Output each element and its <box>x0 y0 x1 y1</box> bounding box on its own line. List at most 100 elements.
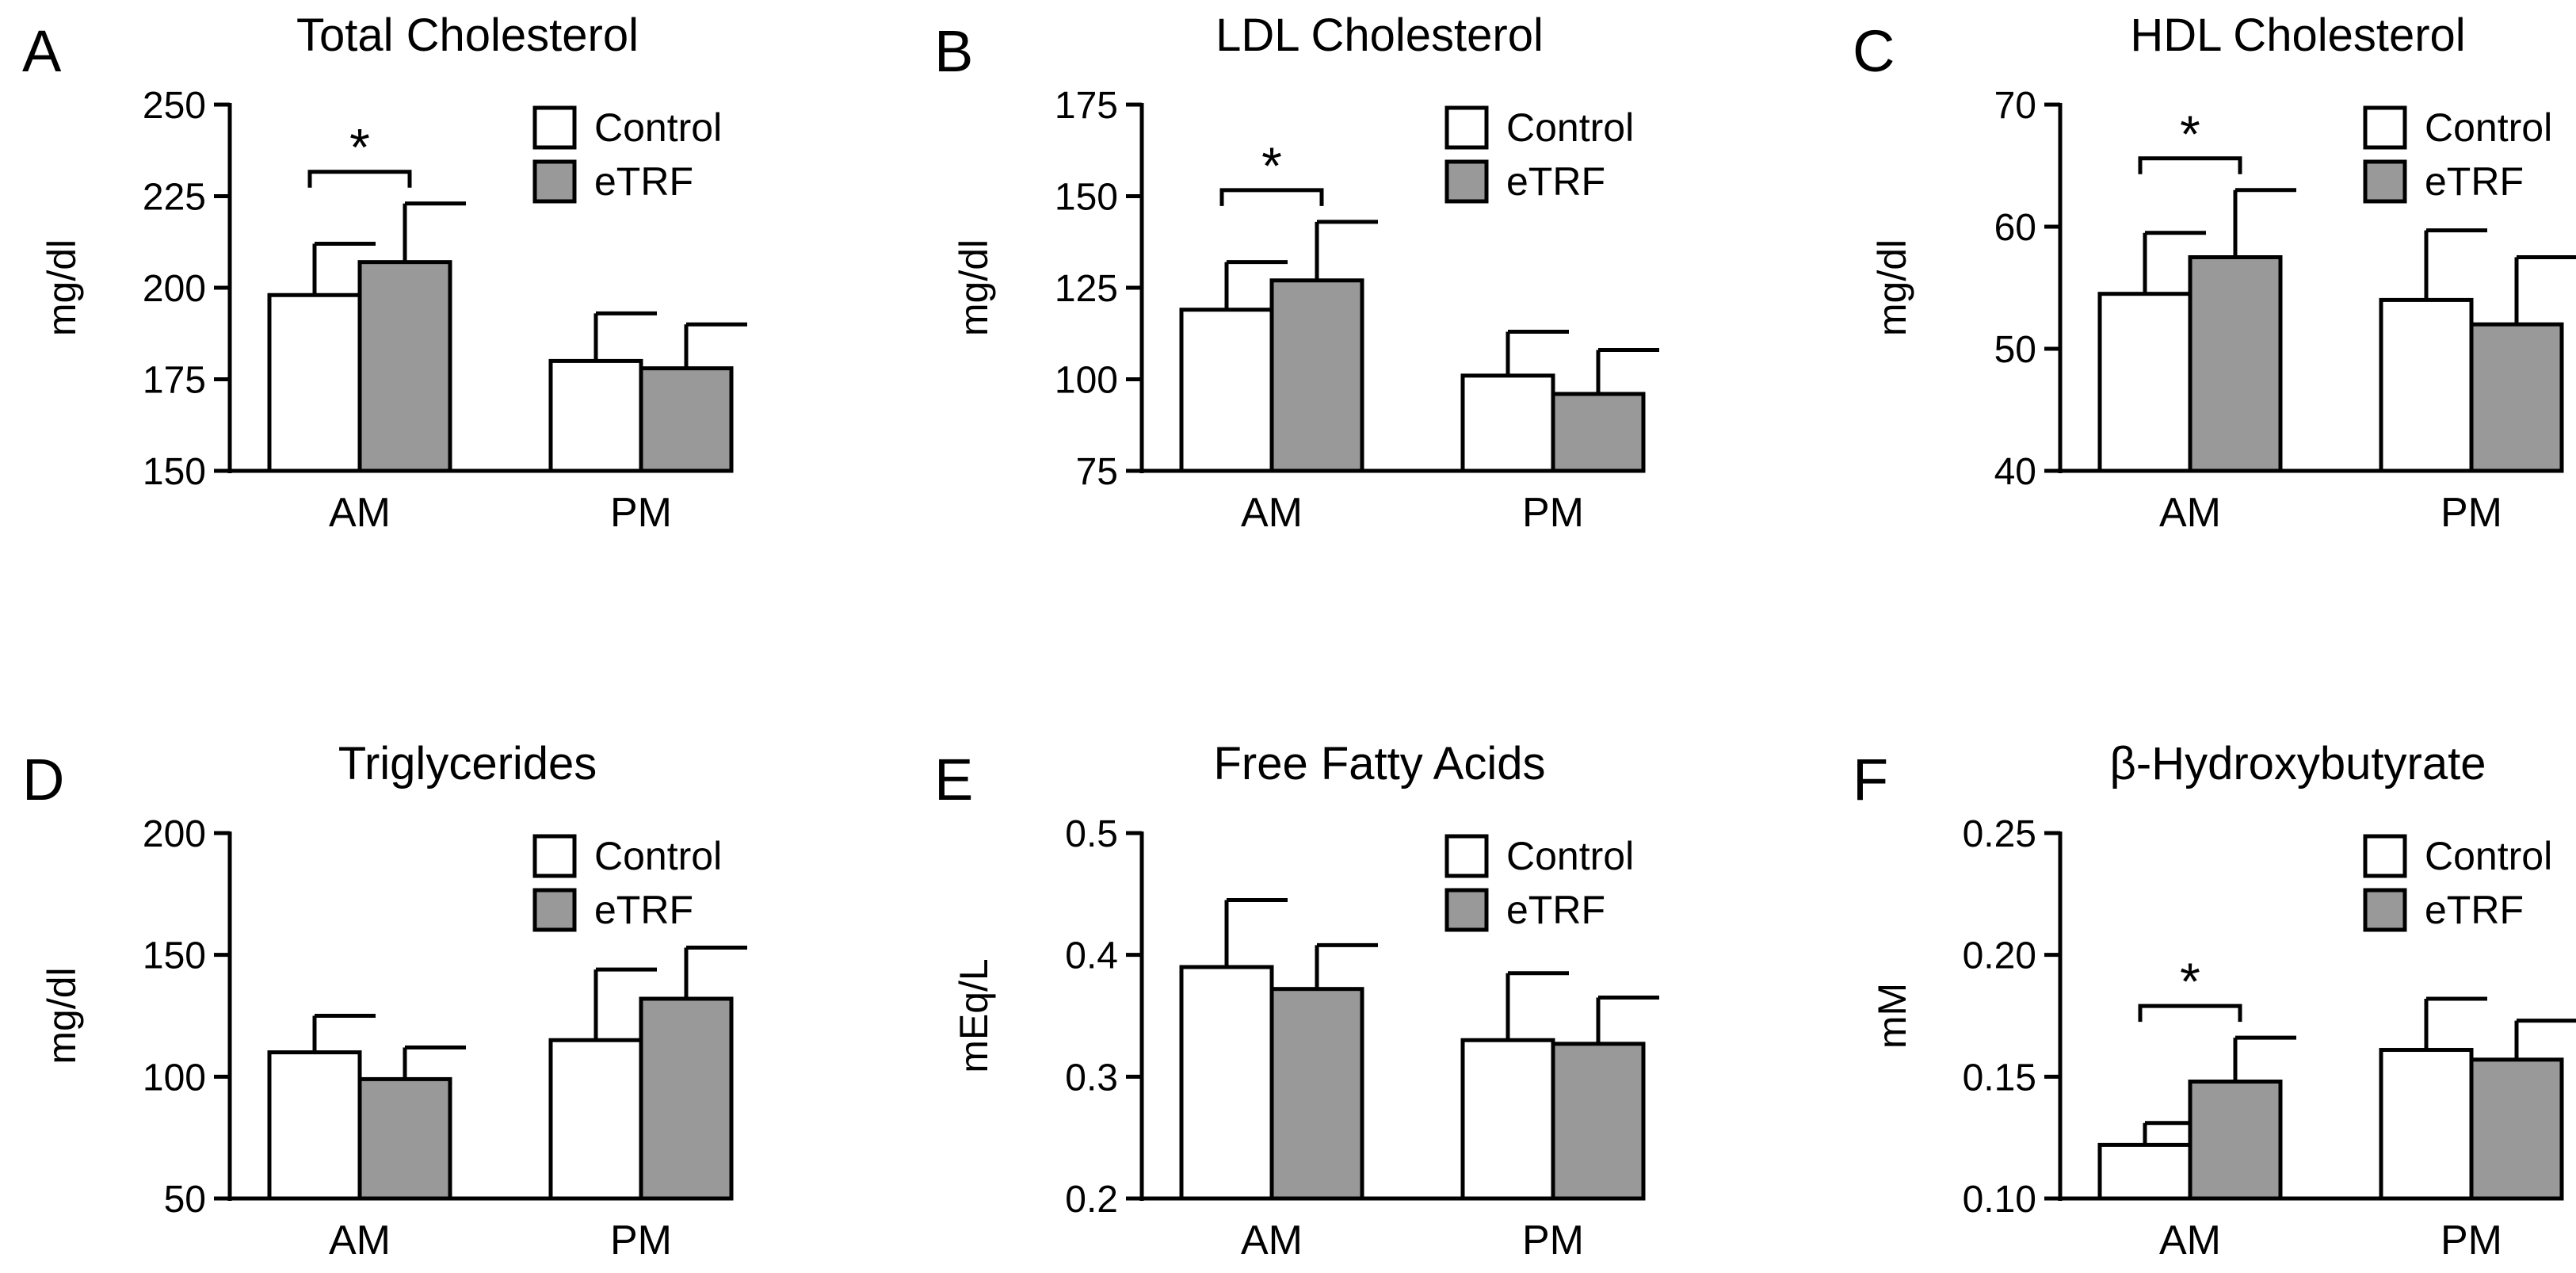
y-tick-label: 0.5 <box>1065 813 1118 855</box>
panel-title: β-Hydroxybutyrate <box>2110 738 2486 789</box>
significance-bracket <box>2138 1003 2242 1023</box>
y-axis-label: mg/dl <box>952 239 996 336</box>
y-tick-label: 75 <box>1076 451 1118 493</box>
x-category-label: AM <box>2159 490 2221 536</box>
y-tick-label: 175 <box>1055 85 1118 127</box>
y-tick-label: 0.15 <box>1963 1057 2036 1099</box>
legend-swatch-control <box>532 105 577 150</box>
y-tick-label: 0.2 <box>1065 1179 1118 1221</box>
y-axis-label: mg/dl <box>40 239 84 336</box>
panel-title: Total Cholesterol <box>296 10 639 61</box>
significance-bracket <box>307 170 412 188</box>
y-axis-label: mEq/L <box>952 958 996 1073</box>
bar-control-am <box>2097 292 2192 473</box>
legend-swatch-control <box>2363 834 2407 878</box>
y-tick-label: 100 <box>1055 360 1118 402</box>
legend-swatch-control <box>2363 105 2407 150</box>
panel-letter: F <box>1853 747 1888 812</box>
legend-label: eTRF <box>2425 888 2524 932</box>
bar-etrf-am <box>357 1076 452 1201</box>
bar-control-pm <box>2379 1048 2474 1201</box>
bar-control-am <box>1179 965 1274 1201</box>
y-tick-label: 50 <box>164 1179 206 1221</box>
y-tick-label: 70 <box>1994 85 2036 127</box>
bar-etrf-pm <box>1551 392 1646 473</box>
legend-label: Control <box>2425 834 2552 878</box>
y-tick-label: 100 <box>143 1057 206 1099</box>
y-tick-label: 40 <box>1994 451 2036 493</box>
legend-label: Control <box>1506 834 1634 878</box>
x-category-label: PM <box>2441 1218 2502 1263</box>
y-tick-label: 0.4 <box>1065 935 1118 977</box>
panel-title: Triglycerides <box>338 738 597 789</box>
y-tick-label: 0.25 <box>1963 813 2036 855</box>
panel-title: HDL Cholesterol <box>2130 10 2465 61</box>
bar-control-am <box>2097 1142 2192 1201</box>
bar-etrf-pm <box>639 996 734 1201</box>
legend-label: eTRF <box>594 888 693 932</box>
legend-label: Control <box>2425 105 2552 150</box>
significance-star: * <box>1261 136 1282 195</box>
legend-swatch-etrf <box>2363 888 2407 932</box>
y-tick-label: 150 <box>143 451 206 493</box>
bar-etrf-am <box>357 260 452 473</box>
bar-control-pm <box>1460 373 1555 473</box>
y-tick-label: 250 <box>143 85 206 127</box>
legend-label: eTRF <box>2425 159 2524 204</box>
bar-control-am <box>267 1050 362 1201</box>
y-tick-label: 175 <box>143 360 206 402</box>
legend-label: Control <box>594 105 722 150</box>
panel-b: B LDL Cholesterol mg/dl 75 100 125 150 175 AM PM *… <box>934 10 1659 536</box>
y-tick-label: 125 <box>1055 268 1118 310</box>
legend-swatch-control <box>1444 834 1489 878</box>
panel-title: LDL Cholesterol <box>1215 10 1544 61</box>
y-axis-label: mg/dl <box>1870 239 1914 336</box>
bar-etrf-pm <box>2469 322 2564 473</box>
legend-swatch-control <box>1444 105 1489 150</box>
bar-etrf-am <box>1269 987 1364 1201</box>
panel-title: Free Fatty Acids <box>1213 738 1545 789</box>
bar-etrf-am <box>1269 278 1364 473</box>
legend-label: eTRF <box>1506 159 1605 204</box>
legend-swatch-control <box>532 834 577 878</box>
y-tick-label: 60 <box>1994 207 2036 249</box>
bar-control-am <box>267 292 362 473</box>
significance-bracket <box>2138 156 2242 174</box>
y-tick-label: 150 <box>1055 177 1118 219</box>
panel-letter: D <box>22 747 64 812</box>
bar-control-am <box>1179 308 1274 473</box>
legend-swatch-etrf <box>1444 888 1489 932</box>
panel-d: D Triglycerides mg/dl 50 100 150 200 AM PM Contro… <box>22 738 747 1263</box>
legend-swatch-etrf <box>532 159 577 204</box>
panel-a: A Total Cholesterol mg/dl 150 175 200 225 250 AM… <box>22 10 747 536</box>
legend-label: eTRF <box>594 159 693 204</box>
y-tick-label: 0.3 <box>1065 1057 1118 1099</box>
bar-control-pm <box>548 1038 643 1201</box>
panel-letter: B <box>934 18 973 84</box>
legend-label: Control <box>1506 105 1634 150</box>
x-category-label: AM <box>329 490 391 536</box>
x-category-label: PM <box>610 1218 672 1263</box>
legend-swatch-etrf <box>2363 159 2407 204</box>
panel-e: E Free Fatty Acids mEq/L 0.2 0.3 0.4 0.5 AM PM Co… <box>934 738 1659 1263</box>
y-tick-label: 150 <box>143 935 206 977</box>
legend-swatch-etrf <box>532 888 577 932</box>
bar-etrf-am <box>2188 1079 2283 1201</box>
y-tick-label: 0.20 <box>1963 935 2036 977</box>
y-tick-label: 200 <box>143 268 206 310</box>
y-tick-label: 200 <box>143 813 206 855</box>
bar-etrf-pm <box>639 366 734 473</box>
y-tick-label: 225 <box>143 177 206 219</box>
bar-control-pm <box>2379 297 2474 473</box>
y-axis-label: mg/dl <box>40 967 84 1064</box>
significance-star: * <box>2180 952 2200 1011</box>
bar-etrf-pm <box>2469 1057 2564 1201</box>
legend-label: Control <box>594 834 722 878</box>
x-category-label: AM <box>1241 490 1303 536</box>
x-category-label: PM <box>610 490 672 536</box>
panel-letter: A <box>22 18 62 84</box>
significance-star: * <box>2180 105 2200 163</box>
x-category-label: PM <box>2441 490 2502 536</box>
